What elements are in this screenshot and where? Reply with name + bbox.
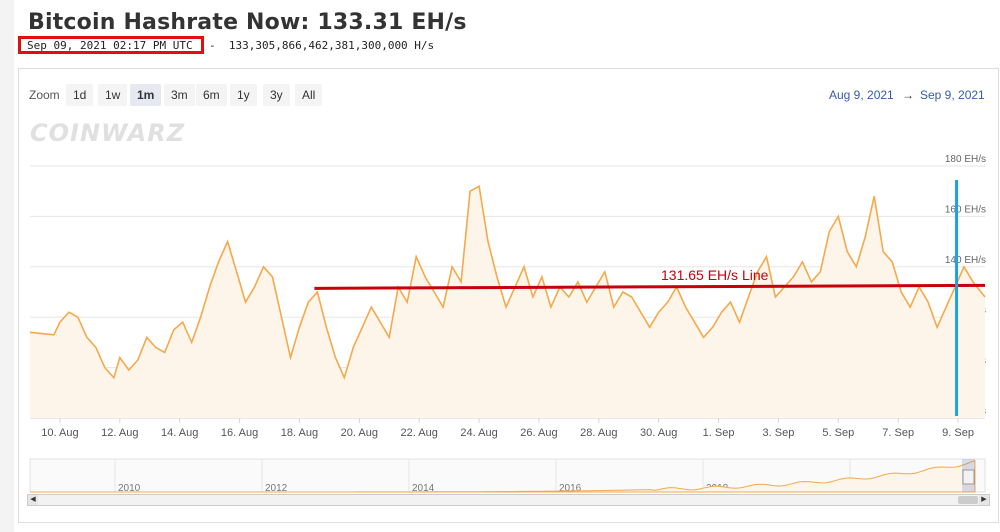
- x-tick-label: 18. Aug: [281, 427, 318, 439]
- range-from[interactable]: Aug 9, 2021: [829, 88, 894, 102]
- page-title: Bitcoin Hashrate Now: 133.31 EH/s: [28, 10, 467, 35]
- hashrate-series-line[interactable]: [29, 184, 986, 381]
- x-tick-label: 1. Sep: [703, 427, 735, 439]
- zoom-button-3y[interactable]: 3y: [263, 84, 290, 106]
- x-tick-label: 22. Aug: [401, 427, 438, 439]
- coinwarz-watermark: COINWARZ: [30, 119, 185, 147]
- navigator-year-label: 2010: [118, 483, 141, 494]
- x-tick-label: 3. Sep: [763, 427, 795, 439]
- hashrate-separator: -: [209, 39, 216, 52]
- zoom-button-1d[interactable]: 1d: [66, 84, 94, 106]
- x-axis-ticks: 10. Aug 12. Aug 14. Aug 16. Aug 18. Aug 20. A…: [41, 418, 974, 439]
- x-tick-label: 26. Aug: [520, 427, 557, 439]
- range-arrow-icon: →: [902, 88, 914, 102]
- y-tick-label: 180 EH/s: [945, 154, 986, 165]
- full-hashrate-value: 133,305,866,462,381,300,000 H/s: [228, 39, 435, 52]
- navigator-scrollbar[interactable]: ◀ ▶: [27, 494, 990, 506]
- navigator-series: [30, 460, 976, 493]
- navigator[interactable]: 201020122014201620182020: [29, 458, 986, 494]
- reference-line: [314, 283, 986, 290]
- range-to[interactable]: Sep 9, 2021: [920, 88, 985, 102]
- hashrate-area: [30, 186, 985, 418]
- scroll-left-icon[interactable]: ◀: [28, 495, 38, 505]
- x-tick-label: 28. Aug: [580, 427, 617, 439]
- timestamp-highlight-box: [18, 36, 204, 54]
- scroll-right-icon[interactable]: ▶: [979, 495, 989, 505]
- scrollbar-thumb[interactable]: [958, 496, 978, 504]
- x-tick-label: 14. Aug: [161, 427, 198, 439]
- zoom-button-1y[interactable]: 1y: [230, 84, 257, 106]
- zoom-label: Zoom: [29, 88, 60, 102]
- navigator-handle[interactable]: [962, 469, 975, 485]
- zoom-button-1m[interactable]: 1m: [130, 84, 162, 106]
- zoom-button-all[interactable]: All: [295, 84, 323, 106]
- x-tick-label: 5. Sep: [822, 427, 854, 439]
- y-tick-label: 140 EH/s: [945, 255, 986, 266]
- zoom-button-6m[interactable]: 6m: [196, 84, 227, 106]
- x-tick-label: 10. Aug: [41, 427, 78, 439]
- x-tick-label: 16. Aug: [221, 427, 258, 439]
- reference-line-label: 131.65 EH/s Line: [661, 267, 769, 283]
- navigator-year-label: 2014: [412, 483, 435, 494]
- full-hashrate: - 133,305,866,462,381,300,000 H/s: [209, 39, 434, 52]
- x-tick-label: 24. Aug: [460, 427, 497, 439]
- navigator-year-label: 2012: [265, 483, 288, 494]
- x-tick-label: 12. Aug: [101, 427, 138, 439]
- navigator-year-label: 2016: [559, 483, 582, 494]
- x-tick-label: 9. Sep: [942, 427, 974, 439]
- zoom-button-3m[interactable]: 3m: [164, 84, 195, 106]
- zoom-button-1w[interactable]: 1w: [98, 84, 128, 106]
- y-tick-label: 160 EH/s: [945, 204, 986, 215]
- x-tick-label: 20. Aug: [341, 427, 378, 439]
- timestamp: Sep 09, 2021 02:17 PM UTC: [27, 39, 193, 52]
- x-tick-label: 7. Sep: [882, 427, 914, 439]
- x-tick-label: 30. Aug: [640, 427, 677, 439]
